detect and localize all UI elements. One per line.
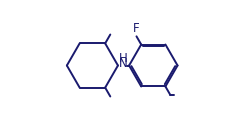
Text: F: F: [133, 22, 140, 35]
Text: N: N: [119, 57, 127, 70]
Text: H: H: [119, 52, 127, 65]
